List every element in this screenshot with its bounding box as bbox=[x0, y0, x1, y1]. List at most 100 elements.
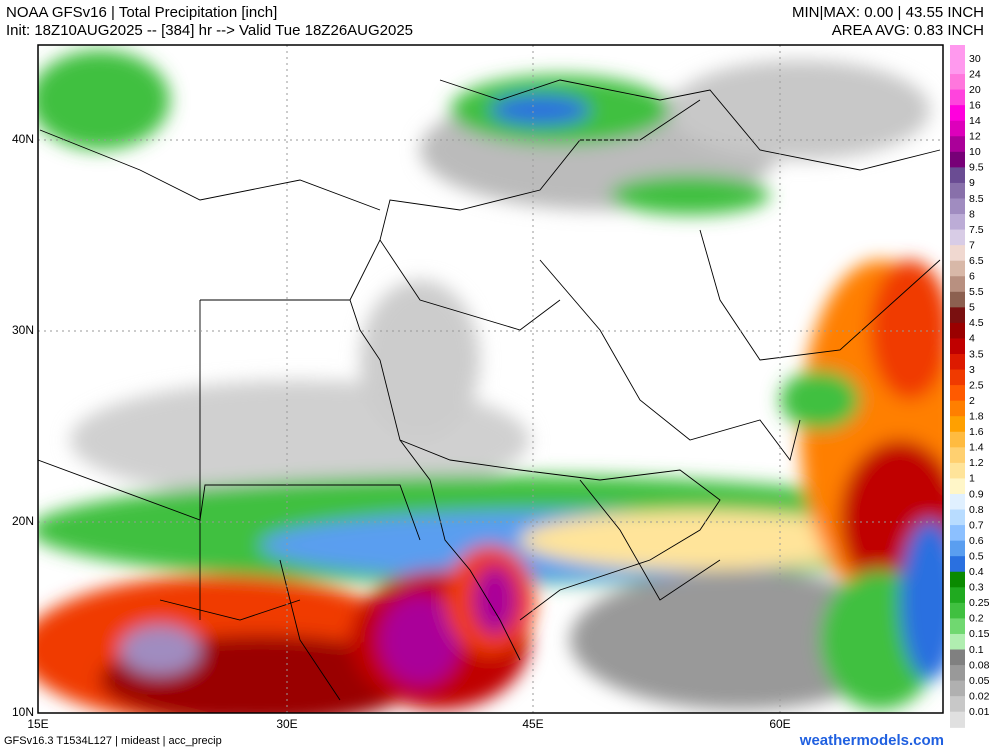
colorbar-swatch bbox=[950, 556, 965, 573]
lon-label: 15E bbox=[27, 717, 48, 731]
map bbox=[38, 45, 943, 713]
lat-label: 10N bbox=[12, 705, 34, 719]
colorbar-label: 4.5 bbox=[969, 317, 984, 329]
colorbar-label: 9 bbox=[969, 177, 975, 189]
colorbar-label: 10 bbox=[969, 146, 981, 158]
colorbar-swatch bbox=[950, 509, 965, 526]
colorbar-swatch bbox=[950, 400, 965, 417]
colorbar-label: 2 bbox=[969, 395, 975, 407]
colorbar-swatch bbox=[950, 89, 965, 106]
colorbar-swatch bbox=[950, 260, 965, 277]
colorbar-label: 0.1 bbox=[969, 644, 984, 656]
colorbar-swatch bbox=[950, 416, 965, 433]
colorbar-label: 1 bbox=[969, 473, 975, 485]
colorbar-swatch bbox=[950, 276, 965, 293]
footer-model: GFSv16.3 T1534L127 | mideast | acc_preci… bbox=[4, 735, 222, 747]
title: NOAA GFSv16 | Total Precipitation [inch] bbox=[6, 4, 277, 21]
precip-field bbox=[38, 50, 943, 713]
lat-label: 30N bbox=[12, 323, 34, 337]
colorbar-label: 0.08 bbox=[969, 659, 990, 671]
colorbar-label: 1.6 bbox=[969, 426, 984, 438]
colorbar-label: 2.5 bbox=[969, 379, 984, 391]
colorbar-label: 0.9 bbox=[969, 488, 984, 500]
colorbar: 302420161412109.598.587.576.565.554.543.… bbox=[950, 45, 990, 728]
colorbar-swatch bbox=[950, 633, 965, 651]
colorbar-label: 0.5 bbox=[969, 550, 984, 562]
colorbar-label: 9.5 bbox=[969, 162, 984, 174]
colorbar-swatch bbox=[950, 245, 965, 262]
colorbar-swatch bbox=[950, 151, 965, 168]
minmax: MIN|MAX: 0.00 | 43.55 INCH bbox=[792, 4, 984, 21]
colorbar-swatch bbox=[950, 322, 965, 340]
lon-label: 60E bbox=[769, 717, 790, 731]
axis-labels: 40N 30N 20N 10N 15E 30E 45E 60E bbox=[12, 132, 791, 731]
colorbar-swatch bbox=[950, 338, 965, 355]
colorbar-label: 1.2 bbox=[969, 457, 984, 469]
area-average: AREA AVG: 0.83 INCH bbox=[832, 22, 984, 39]
colorbar-swatch bbox=[950, 385, 965, 402]
colorbar-label: 30 bbox=[969, 53, 981, 65]
graticule bbox=[38, 45, 943, 713]
colorbar-swatch bbox=[950, 369, 965, 386]
colorbar-swatch bbox=[950, 462, 965, 480]
colorbar-label: 5 bbox=[969, 302, 975, 314]
colorbar-label: 0.01 bbox=[969, 706, 990, 718]
colorbar-label: 7.5 bbox=[969, 224, 984, 236]
colorbar-label: 3 bbox=[969, 364, 975, 376]
colorbar-label: 0.15 bbox=[969, 628, 990, 640]
lon-label: 45E bbox=[522, 717, 543, 731]
lat-label: 20N bbox=[12, 514, 34, 528]
colorbar-label: 0.2 bbox=[969, 613, 984, 625]
colorbar-swatch bbox=[950, 478, 965, 495]
colorbar-swatch bbox=[950, 182, 965, 200]
colorbar-swatch bbox=[950, 587, 965, 604]
colorbar-label: 6 bbox=[969, 271, 975, 283]
colorbar-swatch bbox=[950, 105, 965, 122]
colorbar-swatch bbox=[950, 229, 965, 246]
colorbar-swatch bbox=[950, 136, 965, 153]
colorbar-swatch bbox=[950, 167, 965, 184]
colorbar-swatch bbox=[950, 493, 965, 511]
colorbar-label: 0.7 bbox=[969, 519, 984, 531]
colorbar-swatch bbox=[950, 525, 965, 542]
colorbar-label: 4 bbox=[969, 333, 975, 345]
colorbar-label: 14 bbox=[969, 115, 981, 127]
colorbar-label: 0.6 bbox=[969, 535, 984, 547]
colorbar-swatch bbox=[950, 602, 965, 620]
colorbar-swatch bbox=[950, 58, 965, 75]
subtitle: Init: 18Z10AUG2025 -- [384] hr --> Valid… bbox=[6, 22, 413, 39]
colorbar-label: 0.05 bbox=[969, 675, 990, 687]
colorbar-label: 0.02 bbox=[969, 690, 990, 702]
lon-label: 30E bbox=[276, 717, 297, 731]
colorbar-label: 0.4 bbox=[969, 566, 984, 578]
colorbar-label: 0.25 bbox=[969, 597, 990, 609]
colorbar-top bbox=[950, 45, 965, 59]
colorbar-label: 1.8 bbox=[969, 410, 984, 422]
colorbar-swatch bbox=[950, 649, 965, 666]
colorbar-swatch bbox=[950, 665, 965, 682]
colorbar-swatch bbox=[950, 696, 965, 713]
colorbar-swatch bbox=[950, 618, 965, 635]
colorbar-label: 16 bbox=[969, 99, 981, 111]
colorbar-label: 0.8 bbox=[969, 504, 984, 516]
colorbar-swatch bbox=[950, 571, 965, 588]
colorbar-label: 0.3 bbox=[969, 582, 984, 594]
colorbar-label: 8 bbox=[969, 208, 975, 220]
colorbar-label: 20 bbox=[969, 84, 981, 96]
colorbar-swatch bbox=[950, 120, 965, 137]
colorbar-label: 12 bbox=[969, 131, 981, 143]
colorbar-swatch bbox=[950, 540, 965, 557]
colorbar-label: 7 bbox=[969, 239, 975, 251]
lat-label: 40N bbox=[12, 132, 34, 146]
colorbar-swatch bbox=[950, 214, 965, 231]
colorbar-swatch bbox=[950, 291, 965, 308]
colorbar-swatch bbox=[950, 680, 965, 697]
colorbar-swatch bbox=[950, 711, 965, 728]
colorbar-label: 3.5 bbox=[969, 348, 984, 360]
colorbar-label: 8.5 bbox=[969, 193, 984, 205]
map-frame bbox=[37, 44, 944, 714]
colorbar-swatch bbox=[950, 431, 965, 448]
colorbar-swatch bbox=[950, 74, 965, 91]
colorbar-label: 24 bbox=[969, 68, 981, 80]
